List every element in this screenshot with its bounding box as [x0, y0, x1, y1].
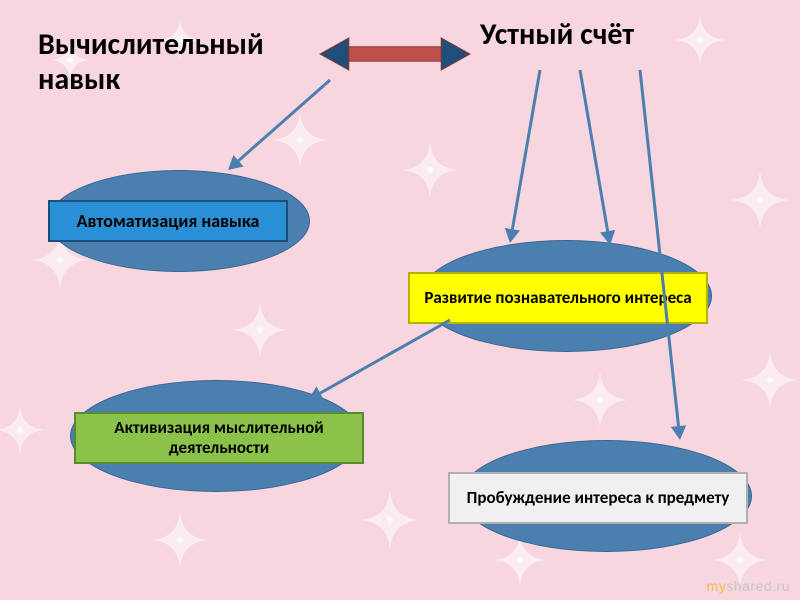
title-right: Устный счёт [480, 18, 634, 53]
box-cognitive: Развитие познавательного интереса [408, 272, 708, 324]
box-interest: Пробуждение интереса к предмету [448, 472, 748, 524]
watermark-prefix: my [707, 578, 727, 594]
box-thinking: Активизация мыслительной деятельности [74, 412, 364, 464]
watermark: myshared.ru [707, 578, 790, 594]
title-left: Вычислительный навык [38, 28, 264, 97]
box-automation: Автоматизация навыка [48, 200, 288, 242]
watermark-rest: shared.ru [726, 578, 790, 594]
slide: Вычислительный навык Устный счёт Автомат… [0, 0, 800, 600]
